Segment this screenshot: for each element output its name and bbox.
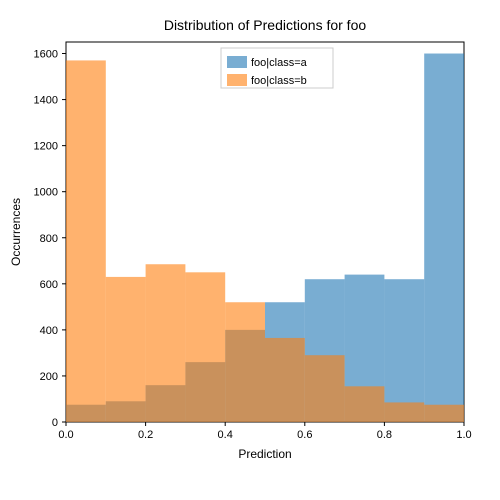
y-tick-label: 200 (40, 371, 58, 383)
x-tick-label: 0.6 (297, 429, 312, 441)
bar (384, 402, 424, 422)
x-tick-label: 0.2 (138, 429, 153, 441)
histogram-chart: 0.0 0.2 0.4 0.6 0.8 1.0 0 200 400 600 800 1000 1200 1… (0, 0, 500, 500)
y-tick-label: 800 (40, 233, 58, 245)
y-tick-label: 1200 (34, 141, 58, 153)
y-tick-label: 600 (40, 279, 58, 291)
bar (185, 272, 225, 422)
bar (345, 386, 385, 422)
x-tick-label: 0.8 (377, 429, 392, 441)
legend-swatch (227, 74, 247, 86)
legend-label: foo|class=b (251, 75, 307, 87)
chart-title: Distribution of Predictions for foo (164, 17, 367, 33)
bar (305, 355, 345, 422)
y-tick-label: 1000 (34, 187, 58, 199)
legend: foo|class=a foo|class=b (221, 48, 333, 88)
legend-label: foo|class=a (251, 57, 308, 69)
bar (424, 54, 464, 422)
bar (106, 277, 146, 422)
bar (424, 405, 464, 422)
bar (146, 264, 186, 422)
bar (66, 60, 106, 422)
x-tick-label: 0.0 (58, 429, 73, 441)
x-tick-label: 1.0 (456, 429, 471, 441)
y-tick-label: 400 (40, 325, 58, 337)
x-tick-label: 0.4 (218, 429, 233, 441)
y-tick-label: 1400 (34, 95, 58, 107)
chart-svg: 0.0 0.2 0.4 0.6 0.8 1.0 0 200 400 600 800 1000 1200 1… (0, 0, 500, 500)
legend-swatch (227, 56, 247, 68)
bar (225, 302, 265, 422)
y-tick-label: 0 (52, 417, 58, 429)
y-axis-label: Occurrences (9, 198, 23, 266)
y-tick-label: 1600 (34, 49, 58, 61)
bar (265, 338, 305, 422)
x-axis-label: Prediction (238, 447, 291, 461)
bar (384, 279, 424, 422)
